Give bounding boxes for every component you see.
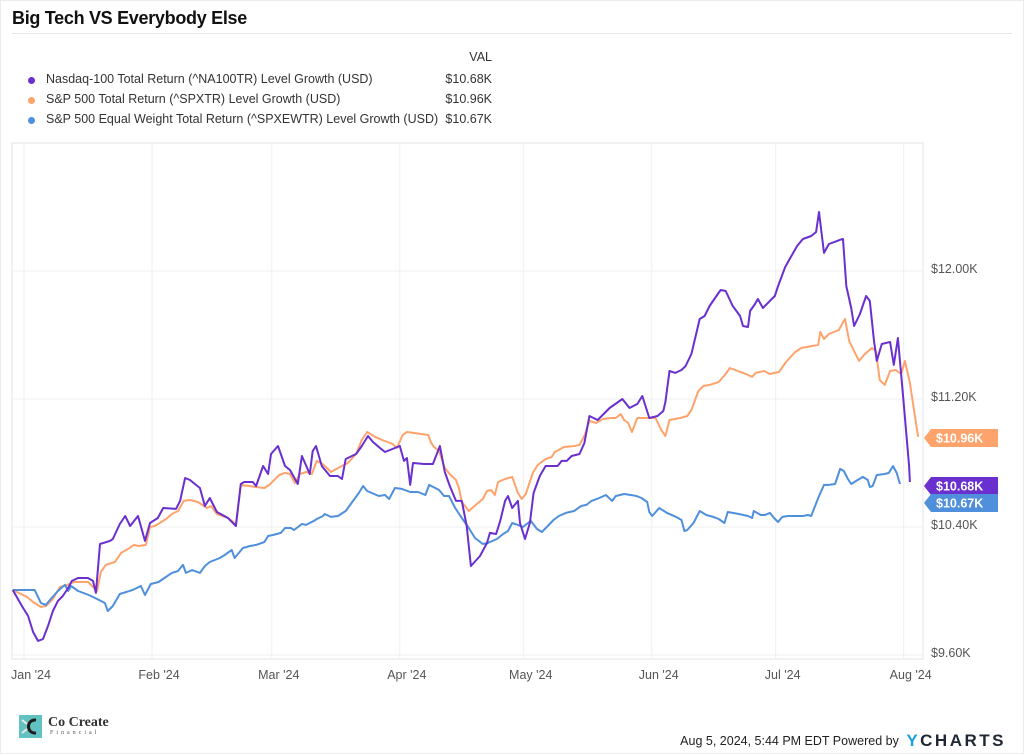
x-tick-label: Jun '24	[639, 668, 679, 682]
y-tick-label: $12.00K	[931, 262, 978, 276]
legend-item[interactable]: Nasdaq-100 Total Return (^NA100TR) Level…	[20, 72, 500, 90]
x-tick-label: Aug '24	[890, 668, 932, 682]
end-value-badge: $10.96K	[924, 429, 998, 447]
ycharts-logo[interactable]: YCHARTS	[906, 731, 1006, 750]
title-divider	[12, 33, 1012, 34]
legend-item-name: Nasdaq-100 Total Return (^NA100TR) Level…	[46, 72, 373, 86]
end-value-badge-bg	[924, 494, 998, 512]
legend-dot-icon	[28, 97, 35, 104]
y-tick-label: $9.60K	[931, 646, 971, 660]
x-tick-label: Feb '24	[138, 668, 179, 682]
legend-item[interactable]: S&P 500 Total Return (^SPXTR) Level Grow…	[20, 92, 500, 110]
x-tick-label: Jan '24	[11, 668, 51, 682]
end-value-badge-bg	[924, 429, 998, 447]
end-labels: $10.68K $10.96K $10.67K	[924, 429, 998, 512]
legend-item-name: S&P 500 Total Return (^SPXTR) Level Grow…	[46, 92, 341, 106]
end-value-label: $10.68K	[936, 480, 983, 494]
ycharts-y: Y	[906, 731, 921, 750]
legend-item[interactable]: S&P 500 Equal Weight Total Return (^SPXE…	[20, 112, 500, 130]
series-line-2	[12, 465, 901, 612]
end-value-badge-bg	[924, 477, 998, 495]
legend-value-header: VAL	[469, 50, 492, 64]
page-title: Big Tech VS Everybody Else	[12, 8, 247, 28]
y-axis: $9.60K $10.40K $11.20K $12.00K	[931, 262, 978, 660]
plot-area-border	[11, 142, 924, 660]
y-tick-label: $11.20K	[931, 390, 977, 404]
x-tick-label: May '24	[509, 668, 552, 682]
legend-item-name: S&P 500 Equal Weight Total Return (^SPXE…	[46, 112, 439, 126]
series-line-0	[11, 211, 911, 642]
line-chart: $9.60K $10.40K $11.20K $12.00K Jan '24 Feb '…	[11, 142, 998, 682]
logo-subtitle: Financial	[50, 730, 100, 736]
timestamp: Aug 5, 2024, 5:44 PM EDT Powered by	[680, 734, 899, 748]
grid	[11, 142, 924, 660]
cocreate-logo-icon	[19, 715, 42, 738]
logo-name: Co Create	[48, 715, 109, 730]
end-value-label: $10.67K	[936, 497, 983, 511]
x-tick-label: Apr '24	[387, 668, 426, 682]
y-tick-label: $10.40K	[931, 518, 978, 532]
cocreate-logo: Co Create Financial	[19, 715, 129, 739]
legend-item-value: $10.96K	[445, 92, 492, 106]
series-line-1	[12, 318, 920, 608]
series-lines	[11, 211, 920, 642]
legend-dot-icon	[28, 117, 35, 124]
legend-item-value: $10.67K	[445, 112, 492, 126]
x-tick-label: Jul '24	[765, 668, 801, 682]
footer: Aug 5, 2024, 5:44 PM EDT Powered by YCHA…	[680, 730, 1006, 750]
ycharts-text: CHARTS	[920, 731, 1006, 750]
end-value-badge: $10.67K	[924, 494, 998, 512]
end-value-badge: $10.68K	[924, 477, 998, 495]
x-axis: Jan '24 Feb '24 Mar '24 Apr '24 May '24 Jun '…	[11, 668, 932, 682]
x-tick-label: Mar '24	[258, 668, 299, 682]
end-value-label: $10.96K	[936, 432, 983, 446]
legend-item-value: $10.68K	[445, 72, 492, 86]
legend-dot-icon	[28, 77, 35, 84]
